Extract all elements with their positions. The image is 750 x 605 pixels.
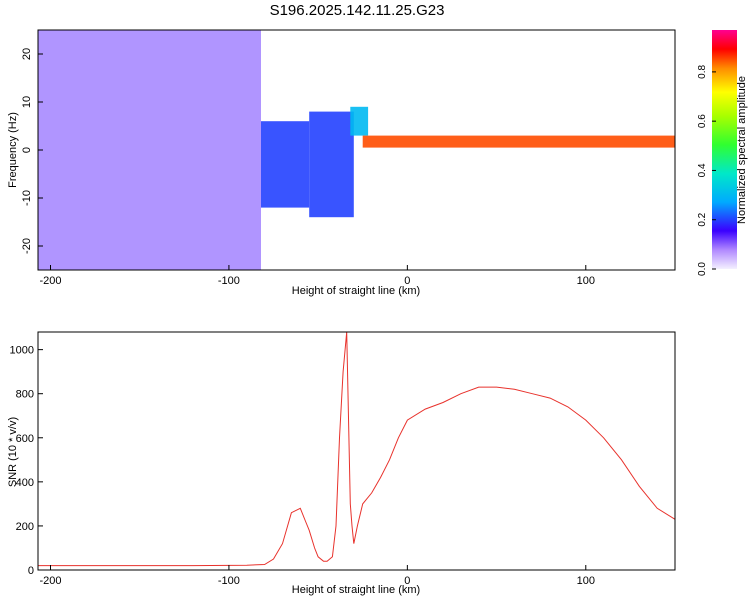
colorbar-ticks: 0.0 0.2 0.4 0.6 0.8 [697, 64, 716, 276]
y-tick-label: 20 [21, 48, 33, 60]
snr-panel: -200 -100 0 100 0 200 400 600 800 1000 Height of… [7, 331, 676, 596]
snr-y-label: SNR (10 * v/v) [7, 417, 19, 487]
snr-frame [37, 331, 676, 571]
spectrogram-band [362, 135, 675, 148]
snr-x-label: Height of straight line (km) [292, 584, 420, 596]
snr-series-line [38, 331, 676, 567]
spectrogram-x-axis: -200 -100 0 100 [39, 265, 595, 287]
figure-title: S196.2025.142.11.25.G23 [270, 2, 445, 19]
snr-x-axis: -200 -100 0 100 [39, 565, 595, 587]
x-tick-label: 0 [404, 575, 410, 587]
x-tick-label: -200 [39, 575, 61, 587]
x-tick-label: 0 [404, 275, 410, 287]
spectrogram-band [261, 121, 310, 208]
spectrogram-band [309, 111, 354, 218]
spectrogram-band [38, 30, 261, 270]
colorbar-tick-label: 0.6 [697, 114, 708, 128]
y-tick-label: -10 [21, 190, 33, 206]
y-tick-label: -20 [21, 238, 33, 254]
snr-y-axis: 0 200 400 600 800 1000 [10, 345, 43, 577]
colorbar-tick-label: 0.8 [697, 64, 708, 78]
colorbar-label: Normalized spectral amplitude [736, 76, 748, 224]
colorbar-tick-label: 0.2 [697, 212, 708, 226]
colorbar: 0.0 0.2 0.4 0.6 0.8 Normalized spectral ampl… [697, 30, 748, 276]
y-tick-label: 400 [16, 477, 34, 489]
colorbar-tick-label: 0.4 [697, 163, 708, 177]
colorbar-tick-label: 0.0 [697, 262, 708, 276]
y-tick-label: 600 [16, 433, 34, 445]
x-tick-label: -100 [218, 575, 240, 587]
x-tick-label: -100 [218, 275, 240, 287]
y-tick-label: 200 [16, 521, 34, 533]
spectrogram-band [350, 106, 369, 136]
spectrogram-y-label: Frequency (Hz) [7, 112, 19, 188]
x-tick-label: 100 [577, 575, 595, 587]
y-tick-label: 0 [21, 147, 33, 153]
colorbar-gradient [712, 30, 737, 269]
y-tick-label: 1000 [10, 345, 34, 357]
y-tick-label: 0 [28, 565, 34, 577]
spectrogram-x-label: Height of straight line (km) [292, 285, 420, 297]
y-tick-label: 800 [16, 389, 34, 401]
spectrogram-y-axis: -20 -10 0 10 20 [21, 48, 43, 254]
x-tick-label: -200 [39, 275, 61, 287]
x-tick-label: 100 [577, 275, 595, 287]
spectrogram-bands [38, 30, 675, 270]
y-tick-label: 10 [21, 96, 33, 108]
